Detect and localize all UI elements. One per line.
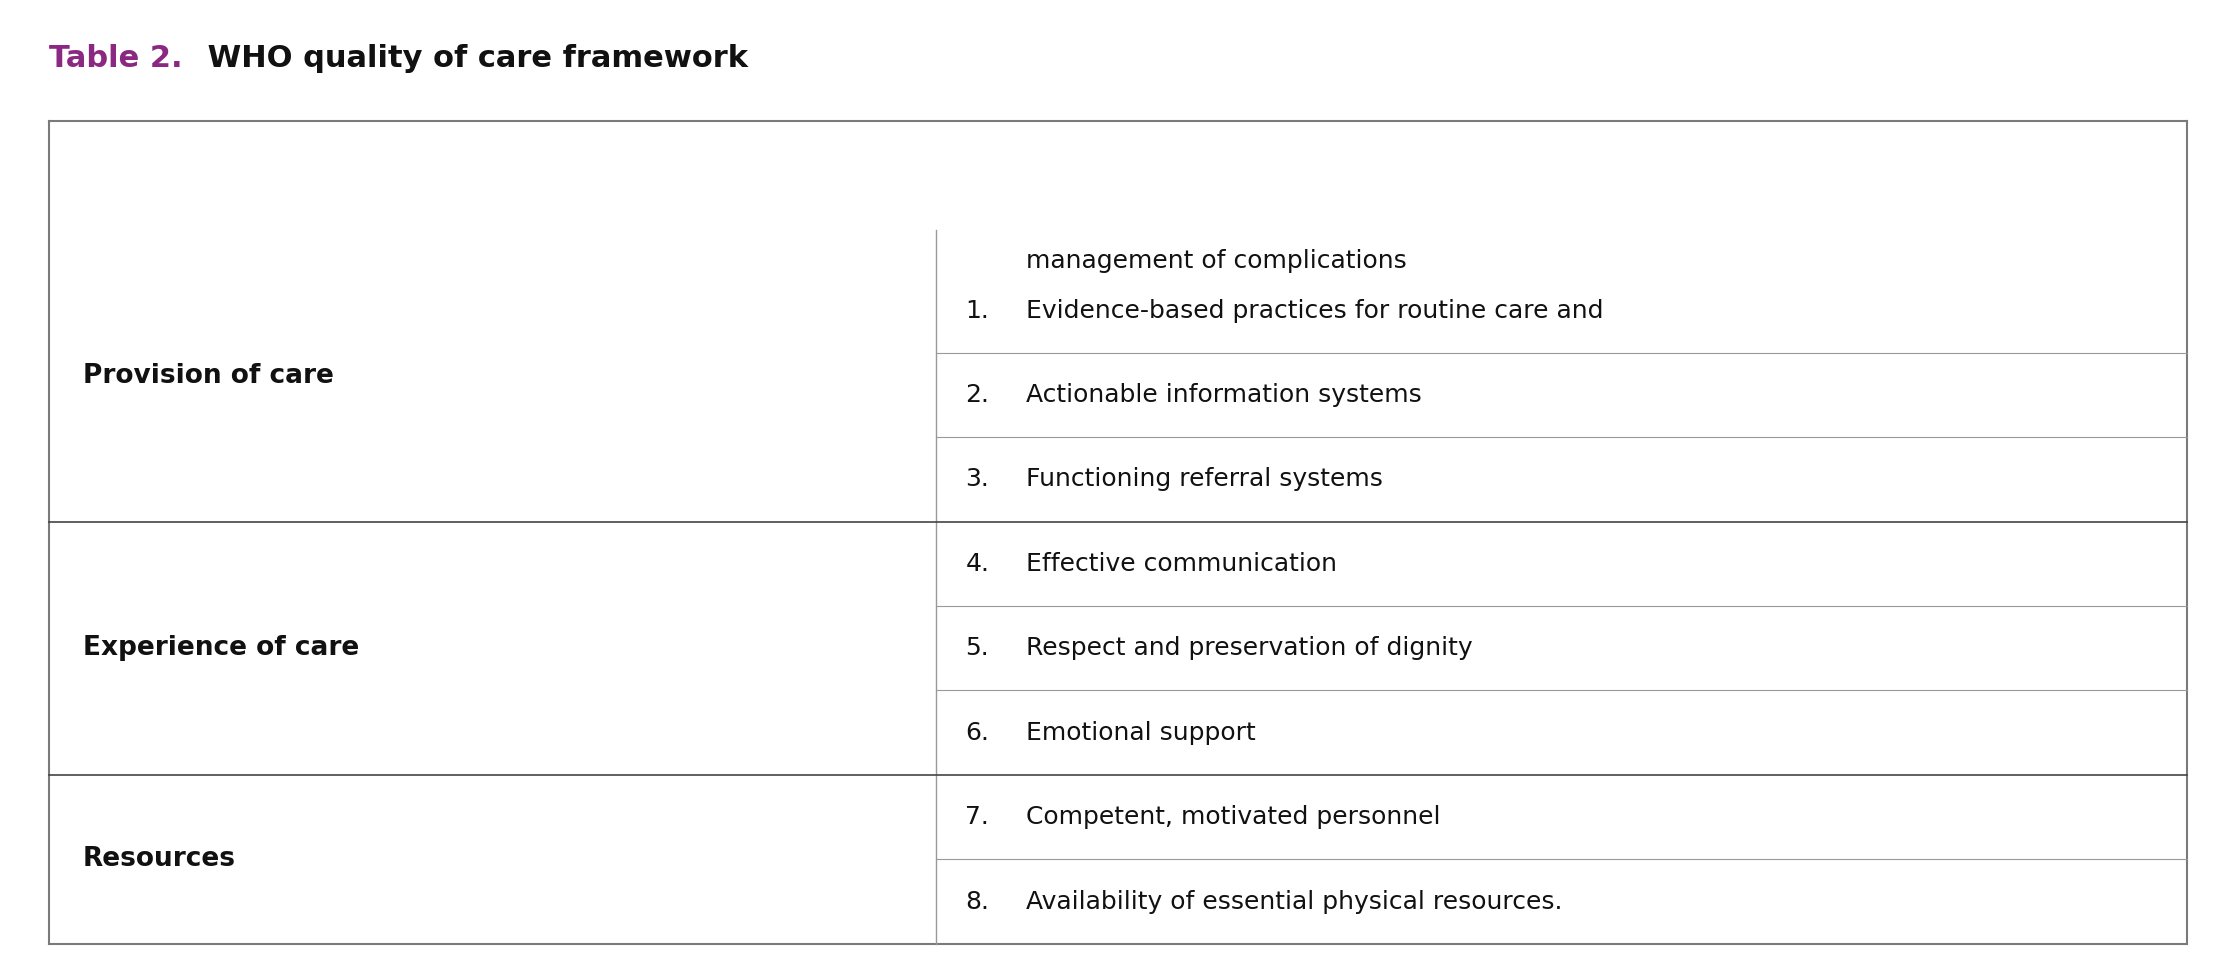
Text: Resources: Resources	[83, 846, 235, 872]
Text: 4.: 4.	[966, 552, 988, 576]
Text: 5.: 5.	[966, 636, 988, 660]
Text: management of complications: management of complications	[1026, 250, 1406, 274]
Text: Emotional support: Emotional support	[1026, 720, 1254, 744]
Text: Functioning referral systems: Functioning referral systems	[1026, 468, 1382, 492]
Text: 8.: 8.	[966, 890, 988, 914]
Text: 2.: 2.	[966, 382, 988, 407]
Text: 7.: 7.	[966, 805, 988, 830]
Text: Evidence-based practices for routine care and: Evidence-based practices for routine car…	[1026, 299, 1603, 323]
Text: Experience of care: Experience of care	[83, 635, 360, 661]
Text: WHO quality of care framework: WHO quality of care framework	[197, 44, 747, 73]
Text: Standards: Standards	[1480, 162, 1641, 190]
Text: 3.: 3.	[966, 468, 988, 492]
Text: Table 2.: Table 2.	[49, 44, 183, 73]
Text: Dimension and intervention area for improvement: Dimension and intervention area for impr…	[98, 162, 888, 190]
Text: Availability of essential physical resources.: Availability of essential physical resou…	[1026, 890, 1563, 914]
Text: Provision of care: Provision of care	[83, 363, 333, 389]
Text: 1.: 1.	[966, 299, 988, 323]
Text: 6.: 6.	[966, 720, 988, 744]
Text: Effective communication: Effective communication	[1026, 552, 1337, 576]
Text: Actionable information systems: Actionable information systems	[1026, 382, 1422, 407]
Text: Competent, motivated personnel: Competent, motivated personnel	[1026, 805, 1440, 830]
Text: Respect and preservation of dignity: Respect and preservation of dignity	[1026, 636, 1471, 660]
